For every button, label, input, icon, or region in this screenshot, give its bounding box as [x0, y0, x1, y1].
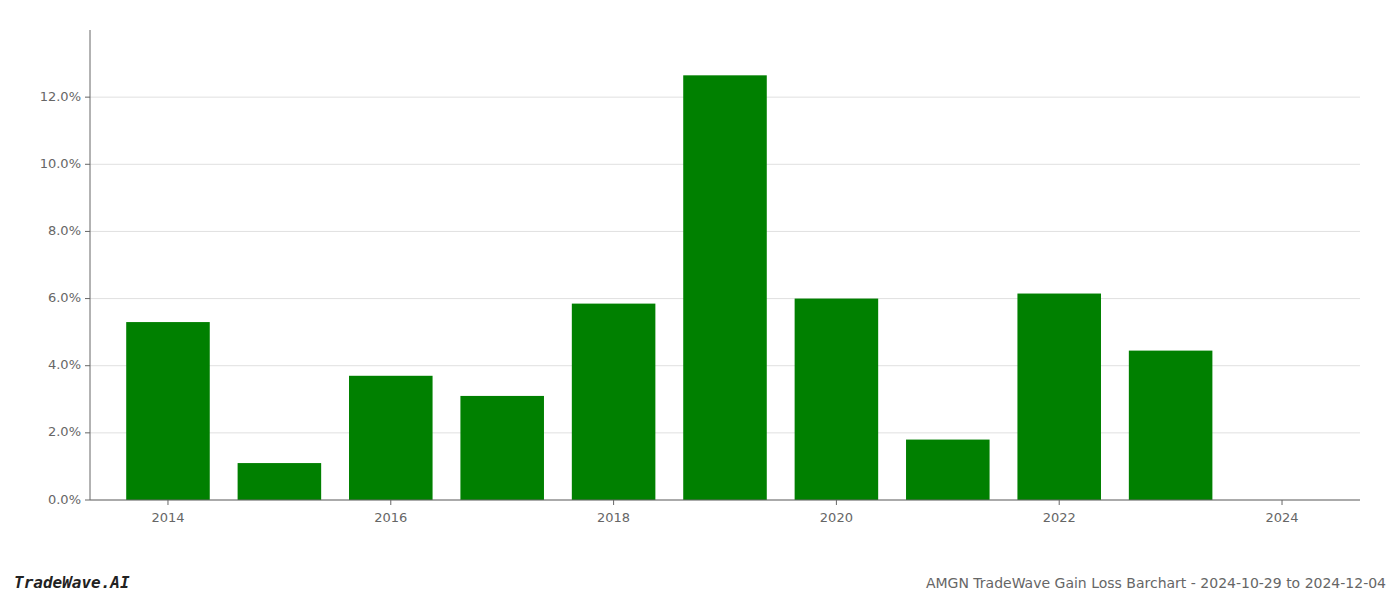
y-tick-label: 0.0% [48, 492, 81, 507]
y-tick [85, 365, 90, 366]
y-tick [85, 164, 90, 165]
y-tick-label: 12.0% [40, 89, 81, 104]
bar: 2020 [795, 299, 879, 500]
bar: 2015 [238, 463, 322, 500]
watermark-left: TradeWave.AI [14, 573, 130, 592]
y-tick [85, 432, 90, 433]
grid-line [90, 500, 1360, 501]
y-tick [85, 231, 90, 232]
x-tick [1282, 500, 1283, 505]
y-tick [85, 97, 90, 98]
x-tick-label: 2024 [1265, 510, 1298, 525]
x-tick-label: 2018 [597, 510, 630, 525]
x-tick [167, 500, 168, 505]
chart-container: 2014 2015 2016 2017 2018 2019 2020 2021 2022 2023… [0, 0, 1400, 600]
y-tick-label: 6.0% [48, 290, 81, 305]
axes: 0.0%2.0%4.0%6.0%8.0%10.0%12.0%2014201620… [40, 30, 1360, 525]
x-tick-label: 2016 [374, 510, 407, 525]
bar: 2022 [1017, 294, 1101, 500]
x-tick [613, 500, 614, 505]
x-tick-label: 2014 [151, 510, 184, 525]
y-tick [85, 298, 90, 299]
x-tick [836, 500, 837, 505]
y-tick-label: 8.0% [48, 223, 81, 238]
x-tick [390, 500, 391, 505]
y-tick-label: 2.0% [48, 424, 81, 439]
bar: 2019 [683, 75, 767, 500]
bars: 2014 2015 2016 2017 2018 2019 2020 2021 2022 2023… [126, 75, 1212, 500]
background [0, 0, 1400, 600]
bar: 2023 [1129, 351, 1213, 500]
chart: 2014 2015 2016 2017 2018 2019 2020 2021 2022 2023… [0, 0, 1400, 600]
bar: 2016 [349, 376, 433, 500]
x-tick-label: 2020 [820, 510, 853, 525]
x-tick-label: 2022 [1043, 510, 1076, 525]
y-tick-label: 4.0% [48, 357, 81, 372]
x-tick [1059, 500, 1060, 505]
watermark-right: AMGN TradeWave Gain Loss Barchart - 2024… [926, 575, 1386, 591]
y-axis-line [90, 30, 91, 500]
y-tick [85, 500, 90, 501]
bar: 2021 [906, 440, 990, 500]
bar: 2018 [572, 304, 656, 500]
bar: 2017 [460, 396, 544, 500]
x-axis-line [90, 500, 1360, 501]
bar: 2014 [126, 322, 210, 500]
y-tick-label: 10.0% [40, 156, 81, 171]
